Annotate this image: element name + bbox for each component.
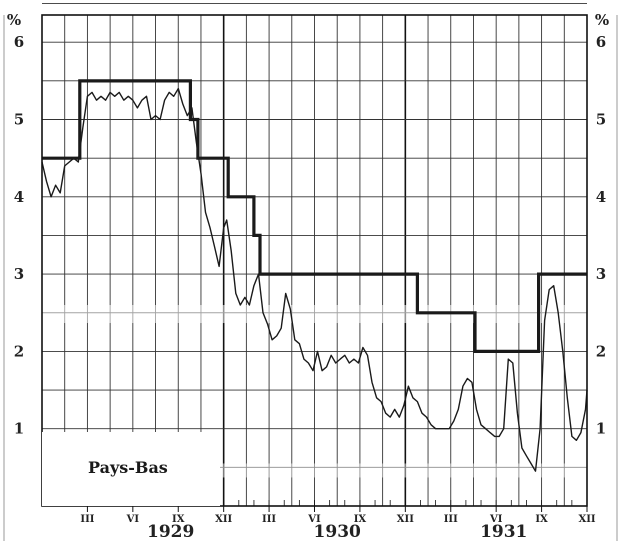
series-market-line: [41, 87, 588, 472]
y-tick-label-right: 2: [596, 342, 606, 360]
series-step-line: [42, 79, 587, 353]
x-tick-label: IX: [354, 514, 367, 525]
x-tick-label: III: [262, 514, 276, 525]
x-tick-label: IX: [535, 514, 548, 525]
chart-axes: 1 1 2 2 3 3 4 4 5 5 6 6% % III VI IX XII III VI IX XII III VI I…: [3, 11, 618, 541]
y-unit-label-right: %: [595, 11, 609, 29]
x-tick-label: VI: [126, 514, 140, 525]
y-tick-label-right: 4: [596, 188, 606, 206]
country-label-box: Pays-Bas: [42, 432, 220, 506]
x-year-label: 1929: [147, 522, 194, 541]
y-tick-label-right: 3: [596, 265, 606, 283]
x-tick-label: IX: [172, 514, 185, 525]
y-tick-label-left: 2: [14, 342, 24, 360]
y-unit-label-left: %: [7, 11, 21, 29]
x-tick-label: III: [444, 514, 458, 525]
x-tick-label: VI: [489, 514, 503, 525]
y-tick-label-left: 1: [14, 420, 24, 438]
scan-band: [0, 305, 621, 324]
chart-series: [41, 79, 588, 472]
y-tick-label-left: 6: [14, 33, 24, 51]
chart-grid: [42, 3, 587, 506]
y-tick-label-left: 3: [14, 265, 24, 283]
y-tick-label-right: 1: [596, 420, 606, 438]
y-tick-label-left: 5: [14, 111, 24, 129]
y-tick-label-right: 6: [596, 33, 606, 51]
x-tick-label: VI: [307, 514, 321, 525]
x-tick-label: XII: [397, 514, 414, 525]
x-year-label: 1931: [480, 522, 527, 541]
country-label-background: [42, 432, 220, 506]
country-label: Pays-Bas: [88, 458, 168, 477]
x-tick-label: XII: [215, 514, 232, 525]
x-tick-label: XII: [578, 514, 595, 525]
y-tick-label-right: 5: [596, 111, 606, 129]
x-tick-label: III: [80, 514, 94, 525]
x-year-label: 1930: [314, 522, 361, 541]
y-tick-label-left: 4: [14, 188, 24, 206]
